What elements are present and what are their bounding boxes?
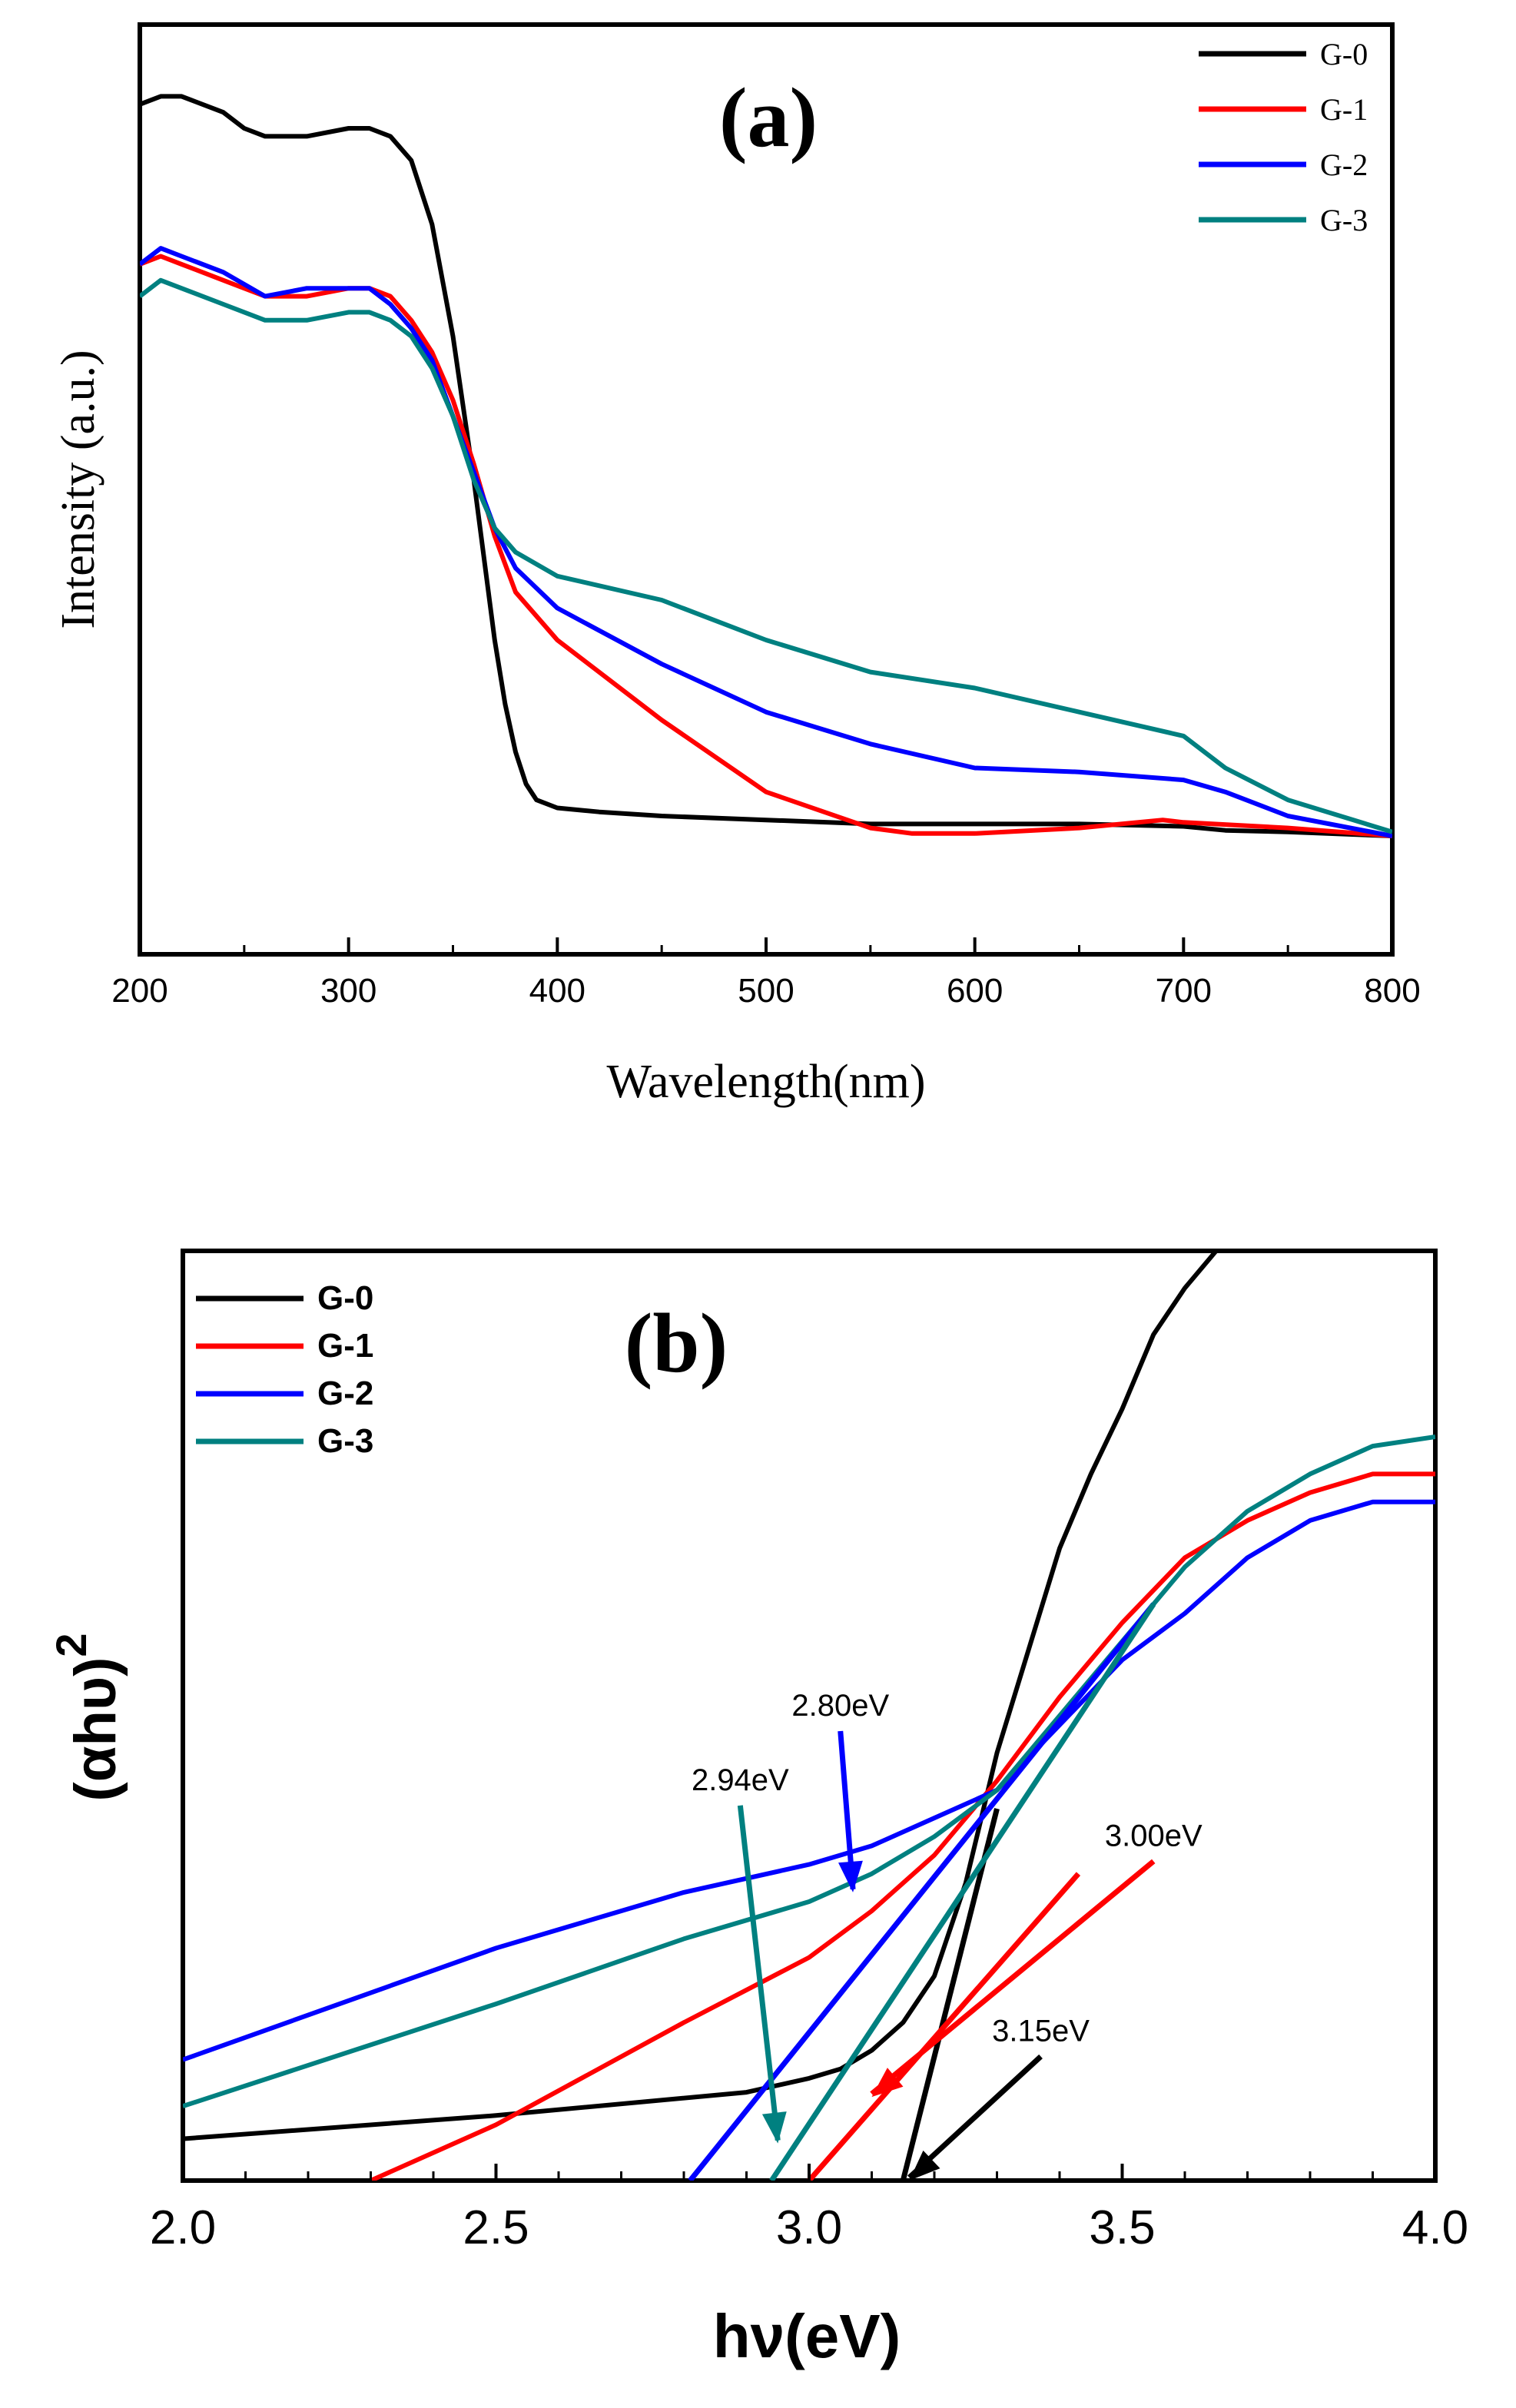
annotation-arrow-shaft: [907, 2054, 1043, 2180]
x-ticks-b: 2.0 2.5 3.0 3.5 4.0: [150, 2164, 1468, 2254]
y-axis-label-b-group: (αhυ)2: [47, 1633, 128, 1801]
legend-label-g-3: G-3: [1320, 203, 1368, 237]
chart-panel-b: 2.80eV 2.94eV 3.00eV 3.15eV 2.0 2.5 3.0 3.5 4.0…: [47, 1249, 1468, 2370]
tangent-line-g-0: [900, 1808, 1000, 2181]
annotation-arrow-head: [871, 2068, 904, 2098]
legend-label-g-2: G-2: [1320, 148, 1368, 182]
series-line-g-0: [140, 94, 1392, 838]
legend-label-g-3: G-3: [317, 1422, 373, 1460]
annotation-label: 2.80eV: [791, 1689, 889, 1723]
panel-label-a: (a): [719, 71, 818, 164]
tangent-lines-b: [688, 1602, 1156, 2181]
legend-b: G-0 G-1 G-2 G-3: [196, 1279, 373, 1460]
panel-label-b: (b): [625, 1296, 728, 1390]
legend-label-g-2: G-2: [317, 1375, 373, 1412]
tangent-line-g-3: [769, 1602, 1156, 2181]
series-line-g-2: [183, 1499, 1435, 2062]
series-line-g-1: [370, 1471, 1435, 2181]
y-axis-label-b: (αhυ)2: [47, 1633, 128, 1801]
x-tick-label: 600: [947, 972, 1003, 1010]
y-axis-label-a: Intensity (a.u.): [52, 350, 104, 629]
legend-label-g-1: G-1: [1320, 92, 1368, 127]
annotation-arrow-shaft: [737, 1805, 781, 2141]
x-ticks-a: 200 300 400 500 600 700 800: [111, 937, 1421, 1010]
annotation-label: 2.94eV: [692, 1763, 789, 1797]
x-tick-label: 3.0: [776, 2201, 842, 2254]
x-tick-label: 500: [738, 972, 794, 1010]
annotation-arrow-head: [761, 2111, 787, 2144]
series-line-g-3: [140, 277, 1392, 834]
chart-panel-a: 200 300 400 500 600 700 800 (a) Wavelength(nm)…: [52, 22, 1421, 1108]
x-tick-label: 3.5: [1089, 2201, 1155, 2254]
y-axis-label-b-superscript: 2: [47, 1633, 95, 1657]
series-group-a: [140, 94, 1392, 838]
annotations-b: 2.80eV 2.94eV 3.00eV 3.15eV: [692, 1689, 1203, 2181]
series-line-g-2: [140, 246, 1392, 838]
x-tick-label: 2.0: [150, 2201, 216, 2254]
series-line-g-1: [140, 254, 1392, 838]
x-tick-label: 4.0: [1402, 2201, 1468, 2254]
annotation-label: 3.15eV: [992, 2015, 1090, 2048]
x-axis-label-a: Wavelength(nm): [606, 1056, 925, 1108]
legend-label-g-0: G-0: [1320, 37, 1368, 71]
x-tick-label: 300: [320, 972, 377, 1010]
tangent-line-g-2: [688, 1602, 1156, 2181]
x-tick-label: 200: [111, 972, 168, 1010]
tangent-line-g-1: [807, 1872, 1081, 2181]
x-axis-label-b: hν(eV): [713, 2302, 901, 2370]
x-tick-label: 800: [1364, 972, 1420, 1010]
series-line-g-3: [183, 1435, 1435, 2109]
legend-a: G-0 G-1 G-2 G-3: [1199, 37, 1368, 237]
annotation-arrow-head: [838, 1860, 863, 1892]
x-tick-label: 700: [1156, 972, 1212, 1010]
x-tick-label: 2.5: [463, 2201, 529, 2254]
y-axis-label-b-base: (αhυ): [63, 1657, 128, 1802]
annotation-label: 3.00eV: [1105, 1819, 1203, 1852]
x-tick-label: 400: [529, 972, 586, 1010]
legend-label-g-0: G-0: [317, 1279, 373, 1317]
annotation-arrow-shaft: [870, 1859, 1156, 2096]
legend-label-g-1: G-1: [317, 1327, 373, 1365]
annotation-arrow-head: [909, 2150, 940, 2181]
